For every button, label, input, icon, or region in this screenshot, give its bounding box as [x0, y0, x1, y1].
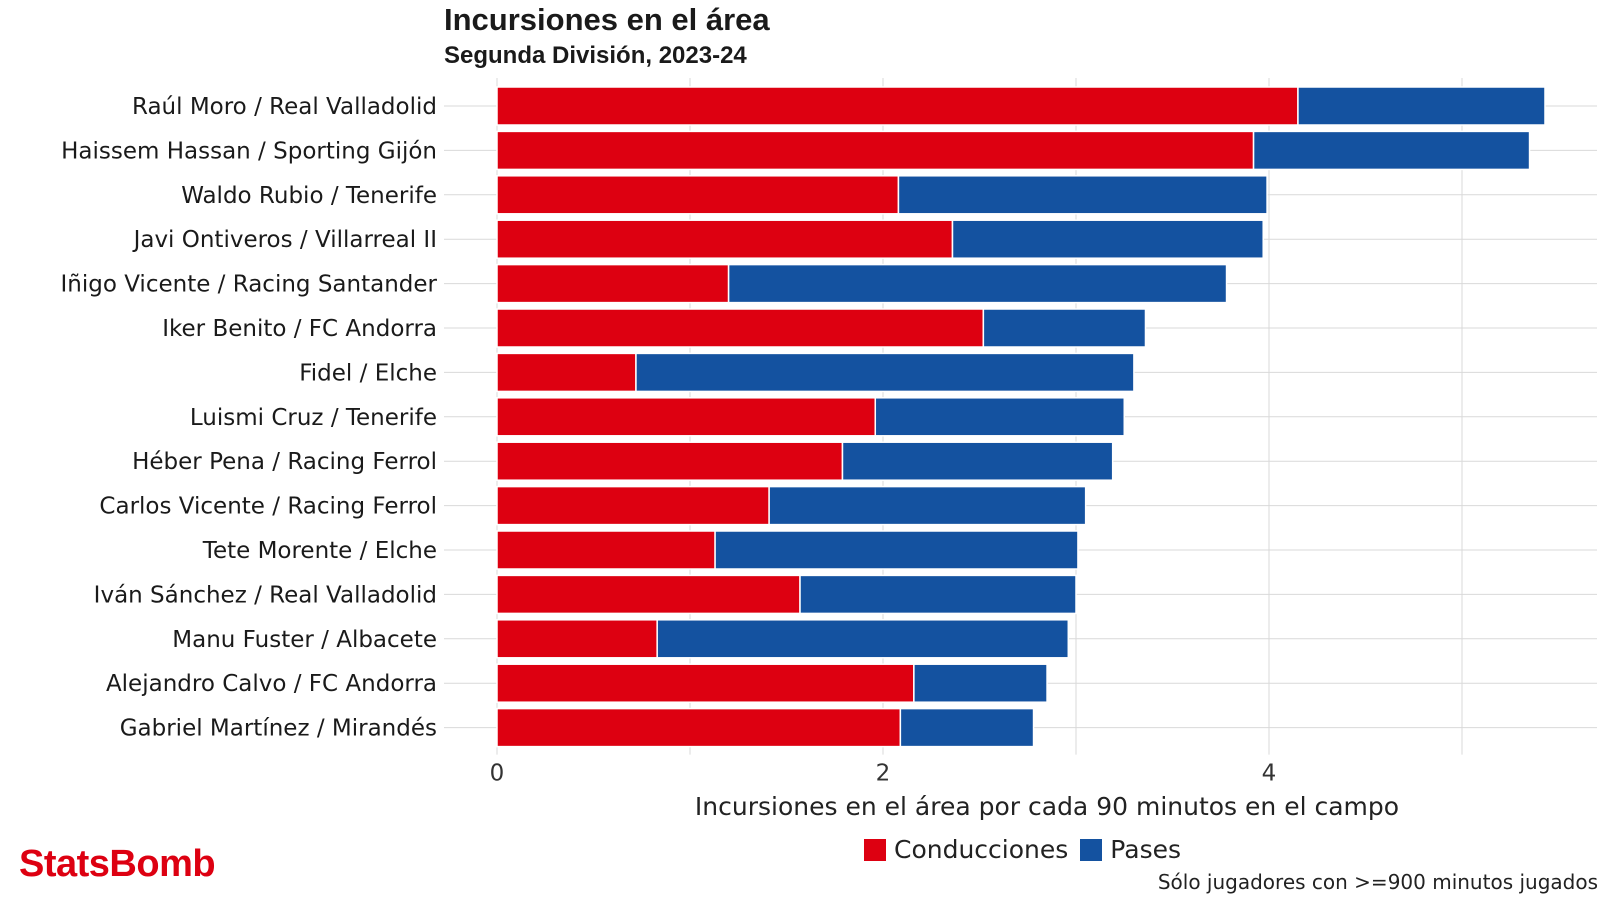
- category-label: Manu Fuster / Albacete: [172, 627, 437, 653]
- bar-pases-14: [899, 707, 1035, 748]
- bar-conducciones-13: [496, 663, 915, 703]
- bar-pases-9: [768, 485, 1087, 526]
- category-labels: Raúl Moro / Real Valladolid Haissem Hassa…: [60, 94, 437, 742]
- category-label: Tete Morente / Elche: [202, 538, 437, 564]
- chart-title: Incursiones en el área: [444, 2, 770, 37]
- footnote: Sólo jugadores con >=900 minutos jugados: [1157, 870, 1598, 894]
- bar-pases-4: [727, 263, 1228, 304]
- bar-conducciones-1: [496, 130, 1255, 171]
- bar-pases-2: [897, 175, 1268, 215]
- bar-conducciones-7: [496, 397, 877, 437]
- category-label: Iñigo Vicente / Racing Santander: [60, 272, 437, 298]
- bar-conducciones-3: [496, 219, 954, 259]
- bar-pases-3: [951, 219, 1264, 259]
- category-label: Luismi Cruz / Tenerife: [190, 405, 437, 431]
- category-label: Waldo Rubio / Tenerife: [181, 183, 437, 209]
- category-label: Javi Ontiveros / Villarreal II: [132, 227, 437, 253]
- legend-swatch-pases: [1080, 838, 1103, 861]
- x-tick-labels: 0 2 4: [490, 761, 1277, 787]
- bar-conducciones-8: [496, 441, 844, 481]
- bars: [496, 86, 1546, 748]
- x-tick-label: 4: [1262, 761, 1277, 787]
- bar-conducciones-5: [496, 308, 985, 348]
- bar-conducciones-6: [496, 352, 637, 393]
- category-label: Iván Sánchez / Real Valladolid: [94, 582, 437, 608]
- bar-conducciones-4: [496, 263, 730, 304]
- bar-pases-0: [1297, 86, 1546, 126]
- legend-item-conducciones: Conducciones: [864, 835, 1068, 864]
- x-axis-label: Incursiones en el área por cada 90 minut…: [694, 792, 1400, 821]
- category-label: Carlos Vicente / Racing Ferrol: [99, 494, 437, 520]
- bar-pases-8: [841, 441, 1114, 481]
- category-label: Haissem Hassan / Sporting Gijón: [61, 138, 437, 164]
- legend-swatch-conducciones: [864, 838, 886, 861]
- category-label: Gabriel Martínez / Mirandés: [120, 716, 437, 742]
- category-label: Alejandro Calvo / FC Andorra: [106, 671, 437, 697]
- bar-pases-5: [982, 308, 1147, 348]
- bar-conducciones-10: [496, 530, 716, 570]
- bar-pases-13: [913, 663, 1048, 703]
- bar-conducciones-2: [496, 175, 900, 215]
- legend-label-pases: Pases: [1110, 835, 1181, 864]
- bar-pases-7: [874, 397, 1126, 437]
- statsbomb-logo: StatsBomb: [19, 843, 216, 885]
- bar-conducciones-14: [496, 707, 902, 748]
- x-tick-label: 2: [876, 761, 891, 787]
- bar-conducciones-11: [496, 574, 801, 615]
- bar-pases-12: [656, 619, 1070, 659]
- bar-pases-6: [635, 352, 1135, 393]
- bar-pases-1: [1252, 130, 1531, 171]
- legend: Conducciones Pases: [864, 835, 1193, 864]
- bar-pases-10: [714, 530, 1079, 570]
- chart-subtitle: Segunda División, 2023-24: [444, 42, 747, 69]
- legend-label-conducciones: Conducciones: [894, 835, 1069, 864]
- category-label: Iker Benito / FC Andorra: [162, 316, 437, 342]
- category-label: Fidel / Elche: [299, 360, 437, 386]
- legend-item-pases: Pases: [1080, 835, 1181, 864]
- x-tick-label: 0: [490, 761, 505, 787]
- bar-conducciones-9: [496, 485, 770, 526]
- bar-conducciones-12: [496, 619, 658, 659]
- bar-pases-11: [799, 574, 1077, 615]
- category-label: Raúl Moro / Real Valladolid: [132, 94, 437, 120]
- category-label: Héber Pena / Racing Ferrol: [132, 449, 437, 475]
- bar-conducciones-0: [496, 86, 1299, 126]
